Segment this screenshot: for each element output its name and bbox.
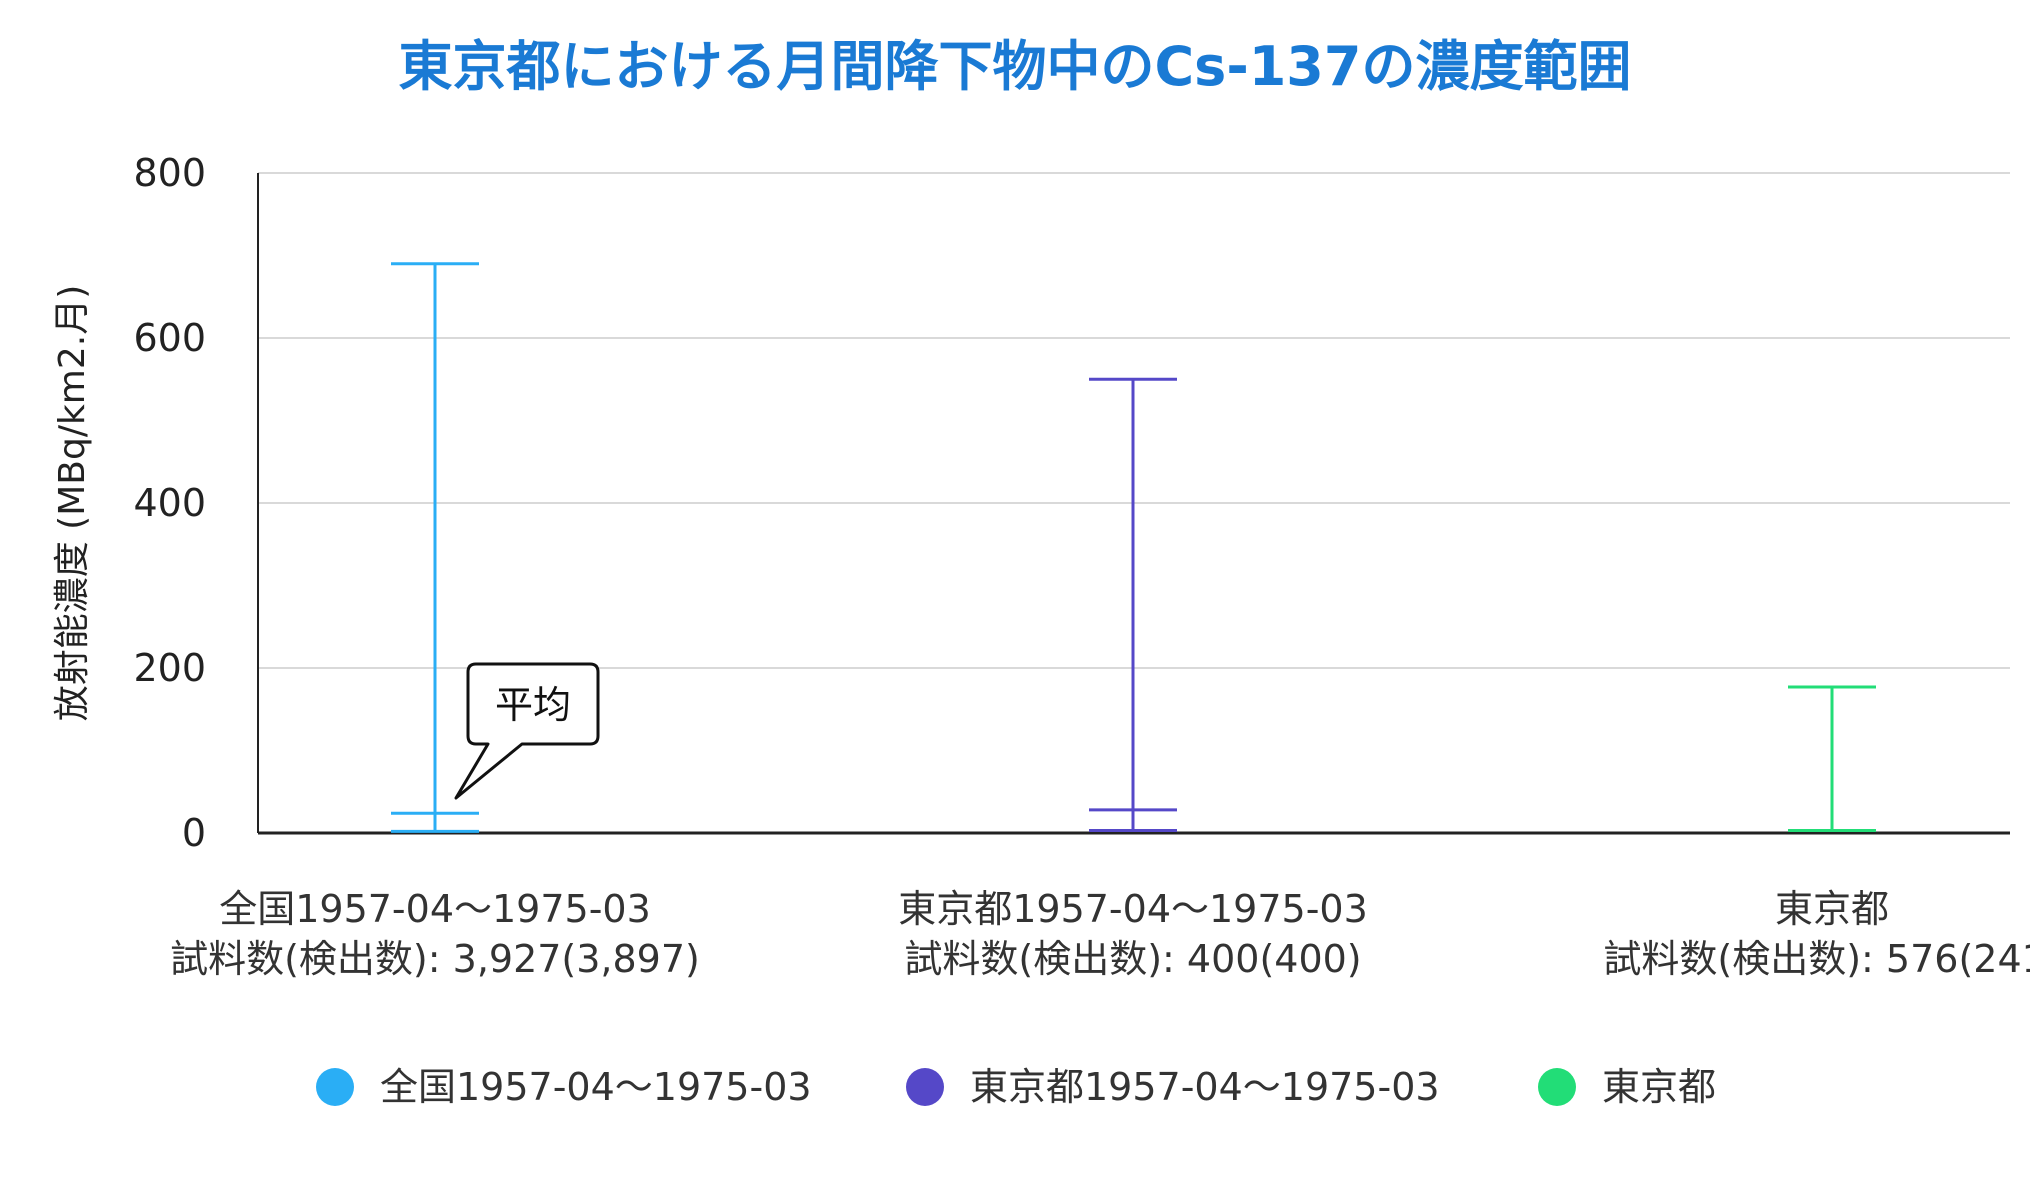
category-label-1-line2: 試料数(検出数): 3,927(3,897)	[170, 937, 700, 981]
y-axis-ticks: 0 200 400 600 800	[133, 151, 206, 855]
y-tick-label-200: 200	[133, 646, 206, 690]
legend-marker-2	[906, 1068, 944, 1106]
y-tick-label-800: 800	[133, 151, 206, 195]
category-label-3-line2: 試料数(検出数): 576(241)	[1603, 937, 2030, 981]
y-tick-label-0: 0	[182, 811, 206, 855]
y-tick-label-600: 600	[133, 316, 206, 360]
category-label-1-line1: 全国1957-04〜1975-03	[219, 887, 651, 931]
legend-label-1: 全国1957-04〜1975-03	[380, 1065, 812, 1109]
legend-marker-1	[316, 1068, 354, 1106]
callout-bubble	[454, 662, 600, 800]
callout-text: 平均	[495, 683, 571, 727]
y-tick-label-400: 400	[133, 481, 206, 525]
mean-callout: 平均	[454, 662, 600, 800]
legend-marker-3	[1538, 1068, 1576, 1106]
category-label-2-line1: 東京都1957-04〜1975-03	[898, 887, 1368, 931]
chart-title: 東京都における月間降下物中のCs-137の濃度範囲	[398, 35, 1632, 98]
legend-label-2: 東京都1957-04〜1975-03	[970, 1065, 1440, 1109]
range-marks	[391, 262, 1876, 833]
category-label-3-line1: 東京都	[1775, 887, 1889, 931]
category-labels: 全国1957-04〜1975-03 試料数(検出数): 3,927(3,897) 東…	[170, 887, 2030, 981]
y-axis-label: 放射能濃度 (MBq/km2.月)	[52, 285, 93, 722]
legend-label-3: 東京都	[1602, 1065, 1716, 1109]
category-label-2-line2: 試料数(検出数): 400(400)	[904, 937, 1361, 981]
legend: 全国1957-04〜1975-03 東京都1957-04〜1975-03 東京都	[316, 1065, 1716, 1109]
